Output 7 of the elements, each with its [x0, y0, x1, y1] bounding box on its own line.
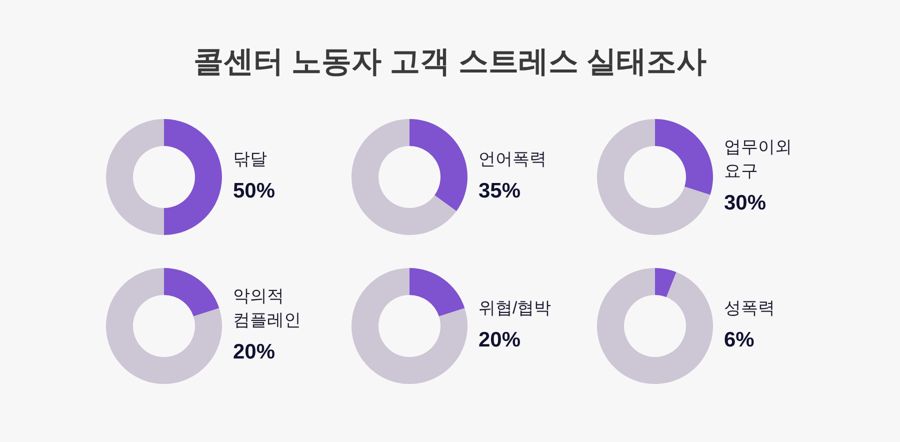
subtitle: 50%: [233, 180, 276, 202]
subtitle: 6%: [724, 328, 754, 352]
subtitle: 20%: [478, 328, 521, 352]
subtitle: 20%: [233, 340, 276, 364]
subtitle: 30%: [724, 192, 766, 214]
subtitle: 35%: [478, 180, 521, 202]
title: 콜센터 노동자 고객 스트레스 실태조사: [193, 46, 707, 78]
